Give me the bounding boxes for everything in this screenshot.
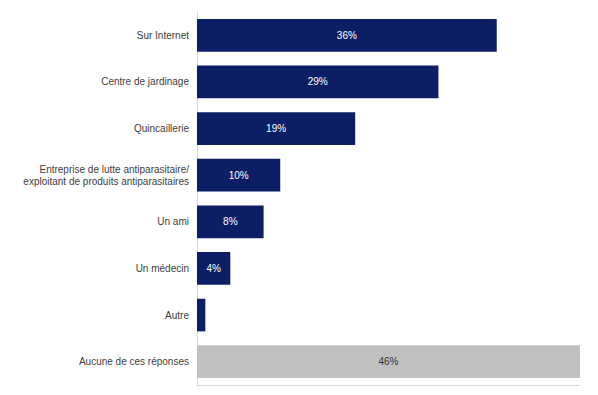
svg-text:Aucune de ces réponses: Aucune de ces réponses bbox=[79, 356, 189, 367]
svg-text:Un ami: Un ami bbox=[157, 216, 189, 227]
svg-text:19%: 19% bbox=[266, 123, 286, 134]
svg-text:46%: 46% bbox=[378, 356, 398, 367]
svg-text:Autre: Autre bbox=[165, 310, 189, 321]
svg-text:Centre de jardinage: Centre de jardinage bbox=[101, 76, 189, 87]
svg-text:Sur Internet: Sur Internet bbox=[137, 30, 189, 41]
svg-text:4%: 4% bbox=[206, 263, 221, 274]
svg-text:exploitant de produits antipar: exploitant de produits antiparasitaires bbox=[23, 176, 189, 187]
svg-text:8%: 8% bbox=[223, 216, 238, 227]
svg-text:10%: 10% bbox=[229, 170, 249, 181]
svg-text:29%: 29% bbox=[308, 76, 328, 87]
svg-text:Quincaillerie: Quincaillerie bbox=[134, 123, 189, 134]
svg-text:Entreprise de lutte antiparasi: Entreprise de lutte antiparasitaire/ bbox=[39, 164, 189, 175]
svg-text:Un médecin: Un médecin bbox=[136, 263, 189, 274]
svg-text:36%: 36% bbox=[337, 30, 357, 41]
